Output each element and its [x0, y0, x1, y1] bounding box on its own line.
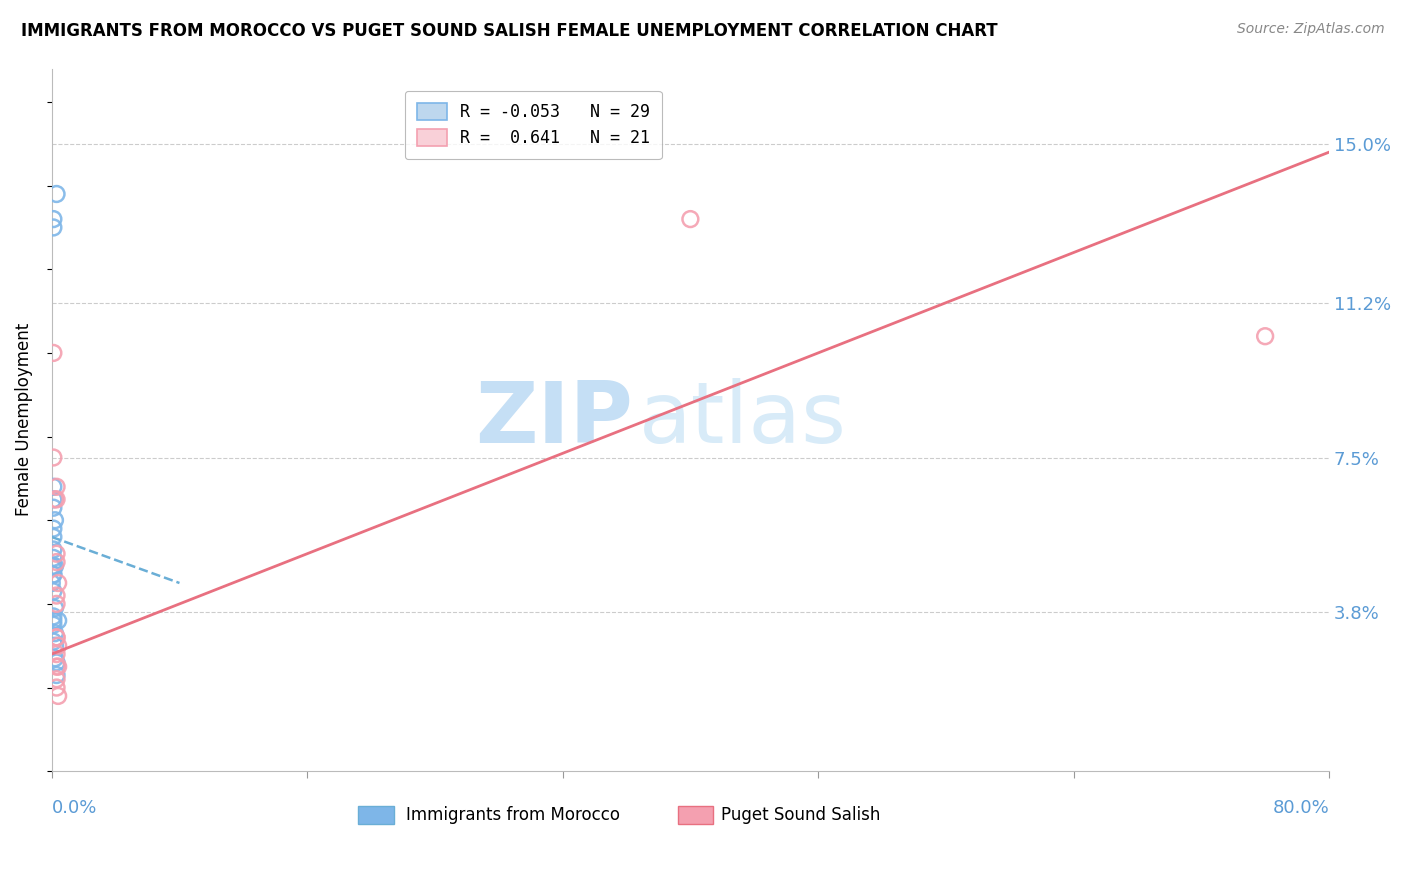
Point: [45, 547, 67, 561]
Point: [42, 492, 65, 507]
Point: [42, 634, 65, 648]
Text: IMMIGRANTS FROM MOROCCO VS PUGET SOUND SALISH FEMALE UNEMPLOYMENT CORRELATION CH: IMMIGRANTS FROM MOROCCO VS PUGET SOUND S…: [21, 22, 998, 40]
Point: [45, 480, 67, 494]
Legend: R = -0.053   N = 29, R =  0.641   N = 21: R = -0.053 N = 29, R = 0.641 N = 21: [405, 91, 662, 159]
Text: 80.0%: 80.0%: [1272, 799, 1329, 817]
Point: [42, 559, 65, 574]
Point: [45, 492, 67, 507]
Point: [44, 651, 66, 665]
Point: [44, 559, 66, 574]
Point: [45, 631, 67, 645]
Point: [42, 480, 65, 494]
Point: [41, 576, 63, 591]
Point: [45, 668, 67, 682]
Point: [45, 589, 67, 603]
Point: [46, 614, 69, 628]
Point: [45, 555, 67, 569]
Point: [42, 212, 65, 227]
Point: [45, 186, 67, 201]
Point: [45, 597, 67, 611]
Text: 0.0%: 0.0%: [52, 799, 97, 817]
Point: [42, 614, 65, 628]
Point: [42, 567, 65, 582]
Point: [45, 647, 67, 661]
FancyBboxPatch shape: [678, 806, 713, 824]
Point: [46, 639, 69, 653]
Point: [42, 522, 65, 536]
Y-axis label: Female Unemployment: Female Unemployment: [15, 323, 32, 516]
Text: atlas: atlas: [640, 378, 848, 461]
Point: [45, 659, 67, 673]
Point: [42, 617, 65, 632]
Point: [45, 681, 67, 695]
Point: [45, 672, 67, 686]
Point: [45, 631, 67, 645]
Point: [41, 559, 63, 574]
Text: Immigrants from Morocco: Immigrants from Morocco: [405, 806, 620, 824]
Text: ZIP: ZIP: [475, 378, 633, 461]
Text: Source: ZipAtlas.com: Source: ZipAtlas.com: [1237, 22, 1385, 37]
Point: [42, 542, 65, 557]
Point: [42, 450, 65, 465]
Point: [679, 212, 702, 227]
Point: [44, 601, 66, 615]
Point: [1254, 329, 1277, 343]
Point: [44, 513, 66, 527]
Point: [46, 659, 69, 673]
Point: [42, 346, 65, 360]
Point: [42, 550, 65, 565]
Text: Puget Sound Salish: Puget Sound Salish: [721, 806, 880, 824]
FancyBboxPatch shape: [359, 806, 394, 824]
Point: [42, 609, 65, 624]
Point: [44, 639, 66, 653]
Point: [44, 626, 66, 640]
Point: [42, 530, 65, 544]
Point: [42, 500, 65, 515]
Point: [42, 220, 65, 235]
Point: [42, 584, 65, 599]
Point: [45, 656, 67, 670]
Point: [44, 492, 66, 507]
Point: [42, 567, 65, 582]
Point: [46, 689, 69, 703]
Point: [46, 576, 69, 591]
